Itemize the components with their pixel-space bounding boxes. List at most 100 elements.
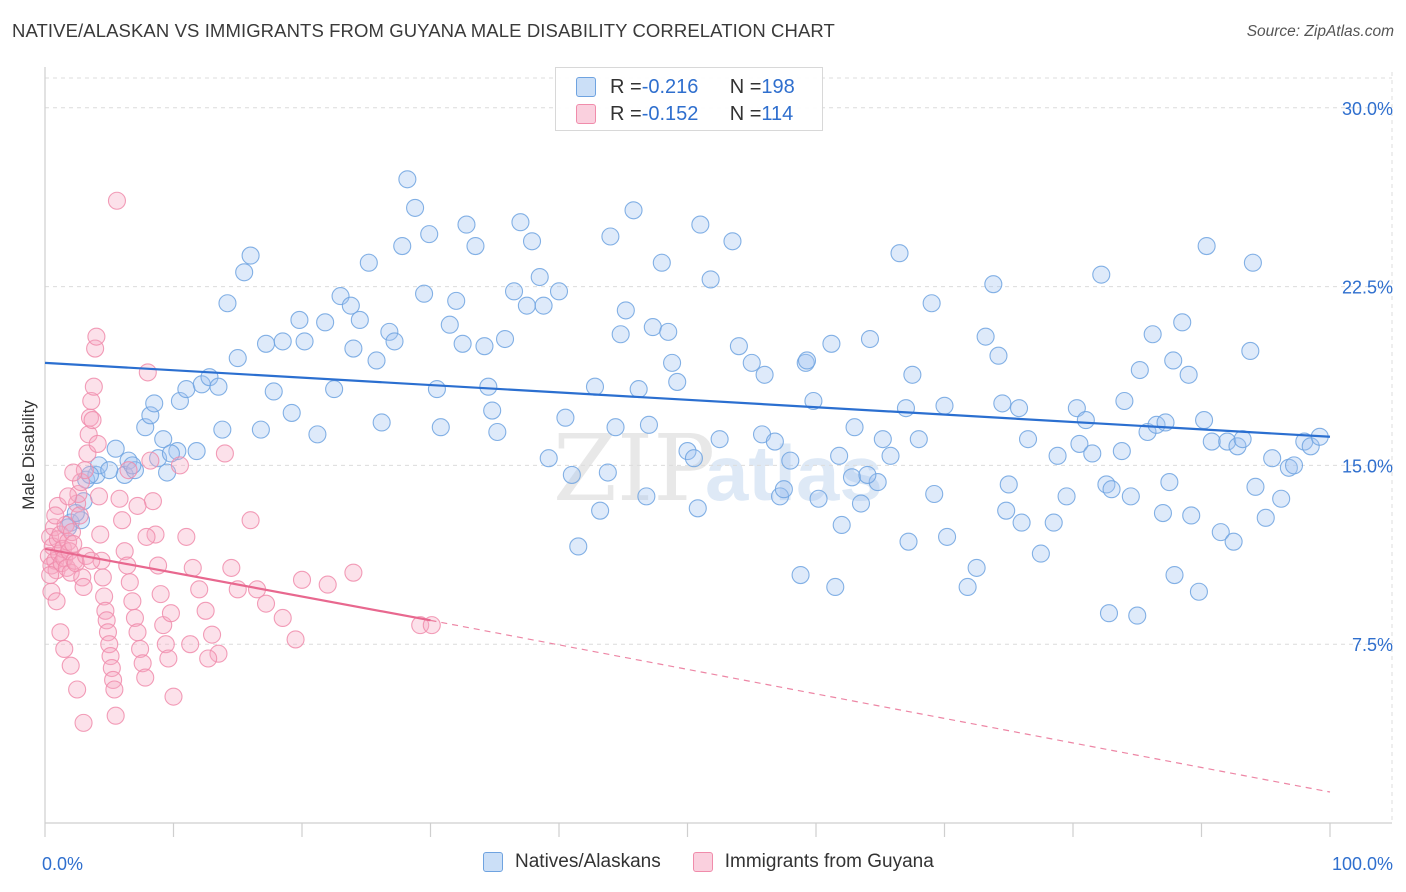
legend-row-natives: R = -0.216 N = 198 — [576, 75, 795, 99]
guyana-point — [133, 654, 152, 673]
guyana-point — [273, 608, 292, 628]
natives-point — [235, 263, 254, 282]
legend-item-guyana: Immigrants from Guyana — [692, 851, 934, 873]
natives-point — [177, 380, 196, 399]
natives-point — [308, 425, 327, 444]
guyana-trend-extrapolation — [430, 619, 1331, 793]
natives-point — [896, 399, 916, 418]
natives-point — [606, 418, 625, 437]
natives-point — [938, 527, 957, 546]
y-axis-label: Male Disability — [19, 400, 38, 510]
guyana-point — [199, 649, 218, 668]
source-label: Source: ZipAtlas.com — [1246, 23, 1394, 40]
natives-point — [367, 351, 386, 370]
natives-point — [832, 515, 851, 535]
tick-labels: 7.5% 15.0% 22.5% 30.0% 0.0% 100.0% — [42, 99, 1393, 874]
guyana-point — [131, 639, 150, 659]
natives-point — [742, 353, 761, 372]
natives-point — [522, 232, 542, 251]
y-tick-label: 7.5% — [1352, 635, 1393, 655]
natives-point — [993, 394, 1012, 413]
natives-point — [549, 282, 569, 301]
guyana-point — [170, 456, 189, 475]
natives-point — [504, 282, 524, 301]
natives-point — [569, 537, 588, 556]
guyana-point — [196, 601, 215, 620]
natives-point — [213, 420, 232, 439]
guyana-point — [59, 487, 78, 506]
natives-point — [585, 377, 605, 396]
y-tick-label: 15.0% — [1342, 456, 1393, 476]
r-label: R = — [610, 75, 642, 98]
natives-point — [1165, 566, 1184, 585]
natives-point — [858, 465, 877, 484]
natives-point — [187, 442, 206, 461]
guyana-point — [344, 563, 363, 582]
guyana-point — [119, 461, 138, 480]
r-value: -0.216 — [641, 75, 699, 98]
guyana-point — [137, 527, 156, 546]
guyana-point — [123, 592, 142, 611]
guyana-point — [256, 594, 276, 613]
natives-point — [624, 201, 643, 220]
natives-point — [851, 494, 871, 513]
guyana-point — [292, 570, 312, 589]
natives-point — [791, 566, 810, 585]
natives-point — [643, 318, 662, 337]
natives-point — [826, 577, 845, 597]
natives-point — [534, 296, 553, 315]
natives-point — [967, 558, 986, 577]
natives-point — [1048, 446, 1067, 465]
r-value: -0.152 — [641, 102, 699, 125]
guyana-point — [71, 473, 91, 492]
natives-point — [447, 291, 466, 310]
natives-point — [251, 420, 270, 439]
natives-point — [466, 236, 485, 256]
natives-point — [256, 334, 276, 353]
guyana-point — [128, 496, 147, 515]
legend-label-natives: Natives/Alaskans — [515, 851, 661, 872]
natives-point — [804, 391, 823, 411]
natives-point — [273, 332, 292, 351]
natives-point — [1018, 430, 1038, 449]
n-value: 114 — [761, 102, 794, 125]
natives-point — [511, 213, 530, 232]
natives-point — [639, 415, 659, 434]
natives-point — [100, 461, 119, 480]
natives-point — [241, 246, 260, 265]
natives-point — [922, 294, 941, 313]
natives-point — [488, 422, 507, 442]
natives-point — [145, 394, 164, 413]
natives-point — [809, 489, 828, 508]
natives-point — [903, 365, 922, 384]
guyana-point — [84, 377, 103, 396]
natives-point — [1256, 508, 1275, 527]
natives-point — [781, 451, 800, 470]
guyana-point — [136, 668, 155, 687]
n-value: 198 — [761, 75, 795, 98]
axes — [44, 67, 1392, 837]
natives-point — [141, 406, 160, 425]
natives-point — [1099, 604, 1119, 623]
guyana-point — [51, 623, 70, 642]
natives-point — [106, 439, 125, 458]
natives-point — [1057, 487, 1076, 506]
watermark-zip: ZIP — [553, 415, 715, 522]
natives-point — [755, 365, 774, 384]
natives-point — [457, 215, 476, 234]
guyana-point — [143, 492, 162, 511]
natives-point — [1195, 411, 1214, 430]
natives-point — [475, 337, 494, 356]
legend-label-guyana: Immigrants from Guyana — [724, 851, 934, 872]
guyana-point — [181, 635, 200, 654]
guyana-point — [41, 566, 60, 585]
guyana-point — [74, 713, 93, 732]
legend-swatch-guyana — [692, 852, 713, 872]
natives-point — [842, 468, 862, 487]
natives-point — [290, 310, 309, 329]
guyana-point — [104, 670, 123, 690]
natives-point — [691, 215, 710, 234]
natives-point — [1097, 475, 1116, 494]
natives-point — [556, 408, 575, 427]
